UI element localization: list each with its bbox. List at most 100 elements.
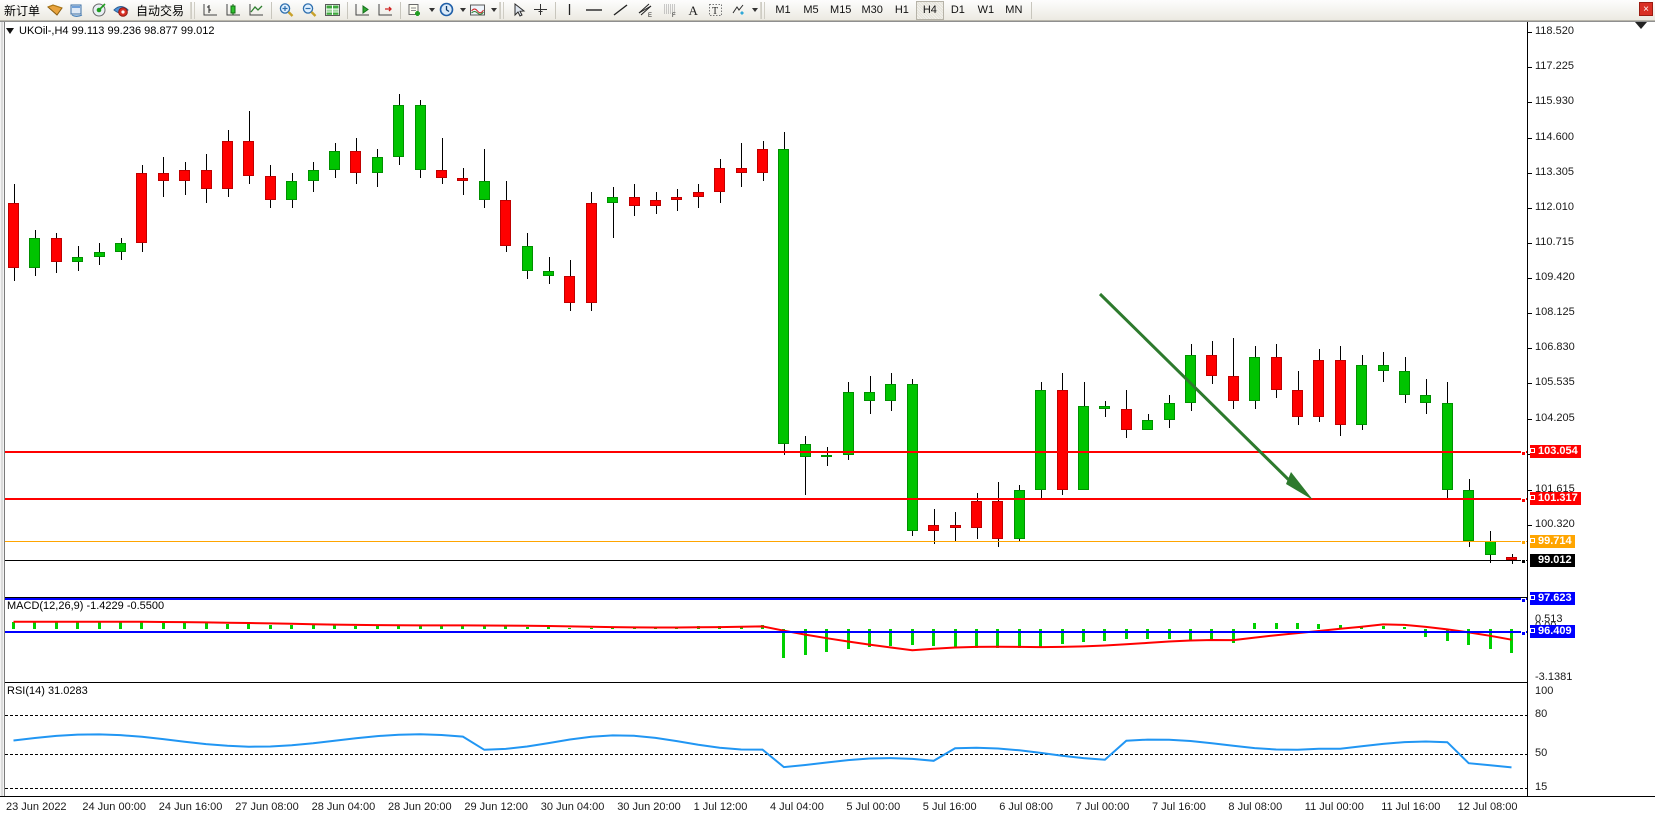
chart-window[interactable]: UKOil-,H4 99.113 99.236 98.877 99.012 MA… xyxy=(0,21,1655,817)
candle-wick xyxy=(441,137,443,184)
price-line-entry-level[interactable] xyxy=(0,540,1527,546)
candle-body xyxy=(671,197,683,201)
macd-bar xyxy=(1124,629,1128,640)
chart-menu-caret[interactable] xyxy=(6,28,14,34)
new-order-button[interactable]: 新订单 xyxy=(4,3,41,18)
macd-bar xyxy=(547,627,550,629)
timeframe-w1[interactable]: W1 xyxy=(977,4,995,16)
templates-icon[interactable] xyxy=(466,1,489,20)
timeframe-h4[interactable]: H4 xyxy=(915,0,944,20)
folder-icon[interactable] xyxy=(44,1,66,20)
macd-bar xyxy=(354,625,358,629)
price-tag-last-price[interactable]: 99.012 xyxy=(1530,554,1575,568)
macd-bar xyxy=(1082,629,1085,643)
price-tag-handle[interactable] xyxy=(1530,494,1535,500)
price-line-support-2[interactable] xyxy=(0,630,1527,636)
price-tag-handle[interactable] xyxy=(1530,594,1535,600)
autotrade-button[interactable]: 自动交易 xyxy=(136,3,185,18)
rsi-pane[interactable]: RSI(14) 31.0283 xyxy=(0,682,1527,796)
chart-collapse-caret[interactable] xyxy=(1635,22,1647,29)
period-dropdown-caret[interactable] xyxy=(460,8,467,12)
timeframe-d1[interactable]: D1 xyxy=(950,4,965,16)
cursor-icon[interactable] xyxy=(508,1,529,20)
svg-text:A: A xyxy=(689,3,699,18)
chart-plot-area[interactable]: UKOil-,H4 99.113 99.236 98.877 99.012 MA… xyxy=(0,22,1528,796)
price-line-handle[interactable] xyxy=(1521,497,1526,503)
timeframe-m5[interactable]: M5 xyxy=(803,4,819,16)
price-tick xyxy=(1528,137,1532,139)
market-icon[interactable] xyxy=(110,1,132,20)
fibonacci-icon[interactable]: F xyxy=(658,1,683,20)
candle-body xyxy=(650,200,661,206)
price-tag-entry-level[interactable]: 99.714 xyxy=(1530,535,1575,549)
price-tag-resistance-2[interactable]: 101.317 xyxy=(1530,491,1581,505)
chart-symbol-label: UKOil-,H4 99.113 99.236 98.877 99.012 xyxy=(19,25,215,37)
macd-bar xyxy=(204,623,208,629)
candle-body xyxy=(971,500,982,528)
main-toolbar[interactable]: 新订单 自动交易 xyxy=(0,0,1655,21)
zoom-in-icon[interactable] xyxy=(275,1,298,20)
price-line-handle[interactable] xyxy=(1521,630,1526,636)
templates-dropdown-caret[interactable] xyxy=(491,8,498,12)
price-line-handle[interactable] xyxy=(1521,559,1526,565)
candlestick-chart-icon[interactable] xyxy=(222,1,245,20)
price-line-last-price[interactable] xyxy=(0,559,1527,565)
timeframe-group[interactable]: M1 M5 M15 M30 H1 H4 D1 W1 MN xyxy=(769,0,1028,20)
data-window-icon[interactable] xyxy=(321,1,344,20)
left-scroll-strip[interactable] xyxy=(0,22,5,796)
candle-body xyxy=(778,148,790,444)
timeframe-mn[interactable]: MN xyxy=(1005,4,1023,16)
price-line-resistance-2[interactable] xyxy=(0,497,1527,503)
auto-scroll-icon[interactable] xyxy=(351,1,374,20)
price-line-handle[interactable] xyxy=(1521,540,1526,546)
time-axis-label: 7 Jul 16:00 xyxy=(1152,801,1206,813)
text-box-icon[interactable]: T xyxy=(704,1,727,20)
equidistant-channel-icon[interactable]: E xyxy=(633,1,658,20)
price-tag-resistance-1[interactable]: 103.054 xyxy=(1530,444,1581,458)
price-line-resistance-1[interactable] xyxy=(0,450,1527,456)
macd-pane[interactable]: MACD(12,26,9) -1.4229 -0.5500 xyxy=(0,597,1527,682)
price-pane[interactable] xyxy=(0,22,1527,636)
price-axis-label: 101.615 xyxy=(1535,482,1575,495)
line-chart-icon[interactable] xyxy=(245,1,268,20)
horizontal-line-icon[interactable] xyxy=(580,1,608,20)
candle-body xyxy=(157,173,169,182)
macd-bar xyxy=(1317,624,1321,629)
toolbar-separator-3 xyxy=(760,1,768,19)
candle-body xyxy=(735,167,747,174)
signals-icon[interactable] xyxy=(88,1,110,20)
terminal-window-icon[interactable] xyxy=(66,1,88,20)
arrows-icon[interactable] xyxy=(727,1,750,20)
price-tag-handle[interactable] xyxy=(1530,447,1535,453)
price-line-support-1[interactable] xyxy=(0,597,1527,603)
trendline-icon[interactable] xyxy=(608,1,633,20)
timeframe-m15[interactable]: M15 xyxy=(830,4,852,16)
add-indicator-icon[interactable] xyxy=(404,1,427,20)
candle-body xyxy=(243,140,255,176)
timeframe-m1[interactable]: M1 xyxy=(775,4,791,16)
price-tick xyxy=(1528,172,1532,174)
zoom-out-icon[interactable] xyxy=(298,1,321,20)
chart-shift-icon[interactable] xyxy=(374,1,397,20)
price-tag-handle[interactable] xyxy=(1530,538,1535,544)
price-axis[interactable]: 118.520 117.225 115.930 114.600 113.305 112.0… xyxy=(1528,22,1655,796)
indicator-dropdown-caret[interactable] xyxy=(429,8,436,12)
price-line-handle[interactable] xyxy=(1521,450,1526,456)
text-label-icon[interactable]: A xyxy=(683,1,704,20)
timeframe-h1[interactable]: H1 xyxy=(894,4,909,16)
price-tag-support-1[interactable]: 97.623 xyxy=(1530,591,1575,605)
candle-body xyxy=(1206,354,1218,377)
price-tag-handle[interactable] xyxy=(1530,627,1535,633)
timeframe-m30[interactable]: M30 xyxy=(861,4,883,16)
crosshair-icon[interactable] xyxy=(529,1,552,20)
arrows-dropdown-caret[interactable] xyxy=(752,8,759,12)
candle-body xyxy=(628,197,640,206)
candle-body xyxy=(72,257,84,263)
close-button[interactable]: × xyxy=(1639,2,1653,16)
time-axis[interactable]: 23 Jun 2022 24 Jun 00:00 24 Jun 16:00 27 Ju… xyxy=(0,796,1655,817)
bar-chart-icon[interactable] xyxy=(199,1,222,20)
vertical-line-icon[interactable] xyxy=(559,1,580,20)
price-line-handle[interactable] xyxy=(1521,597,1526,603)
period-clock-icon[interactable] xyxy=(435,1,458,20)
price-tag-support-2[interactable]: 96.409 xyxy=(1530,624,1575,638)
